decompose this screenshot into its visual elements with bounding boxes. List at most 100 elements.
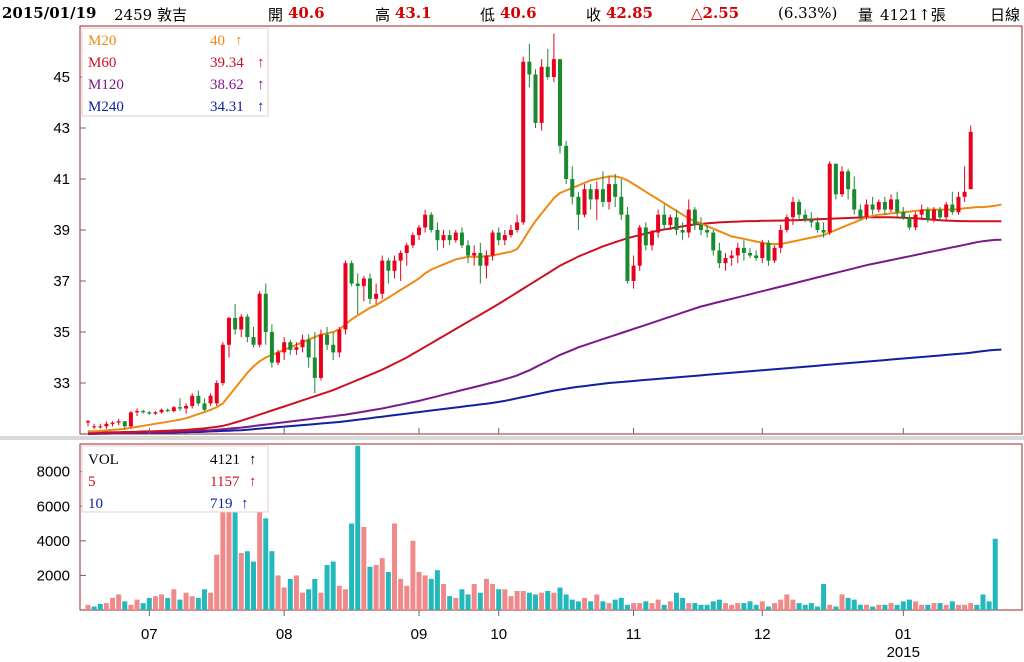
volume-bar [269,551,275,610]
candle-body [539,66,544,123]
candle [251,326,256,348]
candle-body [349,263,354,284]
candle [962,166,967,202]
volume-bar [306,589,312,610]
candle-body [110,422,115,424]
volume-bar [361,527,367,610]
candle-body [588,189,593,200]
candle-body [361,278,366,287]
candle-body [98,426,103,428]
candle-body [944,204,949,218]
candle-body [128,412,133,427]
candle [852,176,857,215]
candle-body [656,214,661,233]
stock-name: 2459 敦吉 [114,6,187,24]
legend-vol5-value: 1157 [210,474,240,490]
legend-ma20-arrow: ↑ [235,33,243,49]
candle [208,393,213,406]
candle [649,230,654,251]
volume-value: 4121↑張 [880,6,946,24]
month-label: 10 [490,626,507,643]
candle [619,179,624,220]
volume-bar [281,587,287,610]
candle [699,217,703,236]
candle-body [367,278,372,299]
candle-body [680,230,685,233]
volume-bar [759,601,765,610]
candle-body [325,334,330,345]
candle [705,224,710,238]
candle-body [515,222,520,230]
candle [453,230,458,243]
volume-bar [422,575,428,610]
volume-bar [870,606,876,610]
volume-bar [177,599,183,610]
candle [128,411,133,428]
volume-bar [833,606,839,610]
volume-bar [741,603,747,610]
candle-body [735,247,740,256]
candle [484,250,489,279]
volume-bar [735,603,741,610]
volume-bar [103,603,109,610]
volume-bar [894,604,900,610]
candle [754,250,759,261]
candle-body [686,209,691,233]
candle [919,204,924,220]
candle-body [331,344,336,353]
candle [723,252,728,271]
candle-body [435,230,440,241]
volume-bar [545,590,551,610]
volume-bar [201,589,207,610]
legend-ma60-name: M60 [88,55,116,71]
candle-body [643,227,648,246]
candle-body [784,217,789,230]
candle-body [337,329,342,353]
volume-bar [539,592,545,610]
candle-body [692,209,697,225]
candle-body [116,421,121,423]
candle [668,214,673,230]
candle-body [901,212,906,218]
change-value: △2.55 [691,4,740,22]
candle-body [122,421,127,427]
volume-bar [790,599,796,610]
low-label: 低 [480,6,496,24]
candle-body [392,260,397,271]
candle [950,191,955,215]
price-ytick-label: 37 [53,273,70,290]
candle-body [171,407,176,412]
candle-body [600,189,605,202]
candle-body [202,403,207,410]
candle [956,191,961,215]
high-value: 43.1 [395,4,432,22]
candle-body [312,357,317,378]
candle-body [931,209,936,220]
volume-bar [563,594,569,610]
candle-body [466,245,471,256]
candle [925,207,930,223]
price-ytick-label: 39 [53,222,70,239]
candle-body [521,61,526,223]
candle-body [484,255,489,266]
candle-body [613,184,618,197]
candle-body [490,232,495,256]
month-label: 09 [411,626,428,643]
candle [600,171,605,208]
legend-vol10-name: 10 [88,496,103,512]
candle [410,232,415,248]
candle [815,217,820,233]
volume-bar [355,445,361,610]
candle-body [870,204,875,210]
volume-bar [986,601,992,610]
candle [680,222,685,241]
candle-body [135,411,140,413]
candle-body [754,255,759,259]
candle-body [233,317,238,330]
candle-body [410,235,415,246]
price-ytick-label: 33 [53,375,70,392]
candle-body [496,232,501,241]
candle-body [545,66,550,77]
candle [821,222,826,238]
volume-bar [526,592,532,610]
